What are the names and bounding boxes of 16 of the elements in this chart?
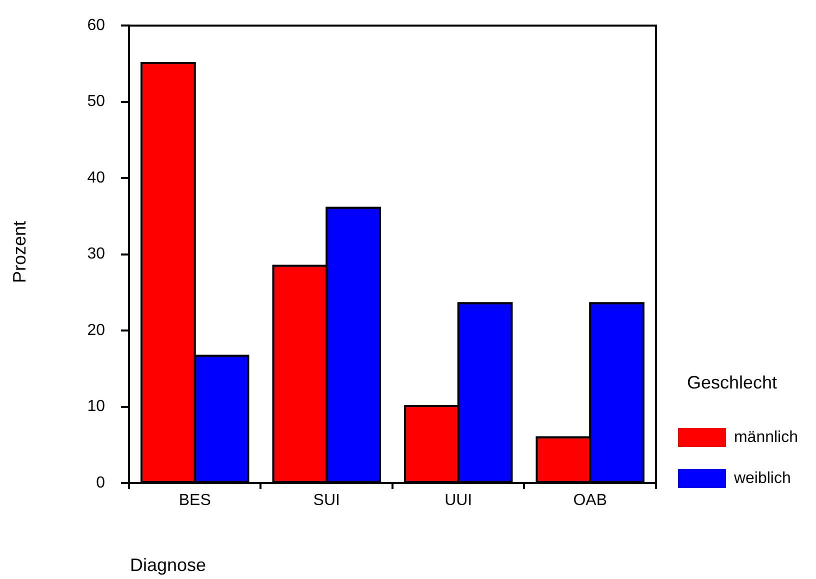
- y-tick-label: 10: [87, 398, 106, 416]
- y-tick-label: 40: [87, 169, 106, 186]
- y-tick-label: 30: [87, 246, 106, 263]
- x-tick-label: BES: [178, 492, 211, 510]
- x-tick-label: SUI: [313, 492, 340, 510]
- x-tick-label: UUI: [444, 492, 472, 510]
- y-axis-title: Prozent: [10, 220, 30, 284]
- y-tick-label: 0: [96, 474, 106, 492]
- legend-title: Geschlecht: [686, 372, 778, 392]
- y-tick-label: 50: [87, 93, 106, 110]
- x-axis-title: Diagnose: [130, 555, 206, 576]
- x-tick-label: OAB: [573, 492, 607, 510]
- y-tick-label: 20: [87, 322, 106, 339]
- y-tick-label: 60: [87, 17, 106, 34]
- legend-label: männlich: [734, 428, 798, 446]
- legend-label: weiblich: [732, 470, 791, 487]
